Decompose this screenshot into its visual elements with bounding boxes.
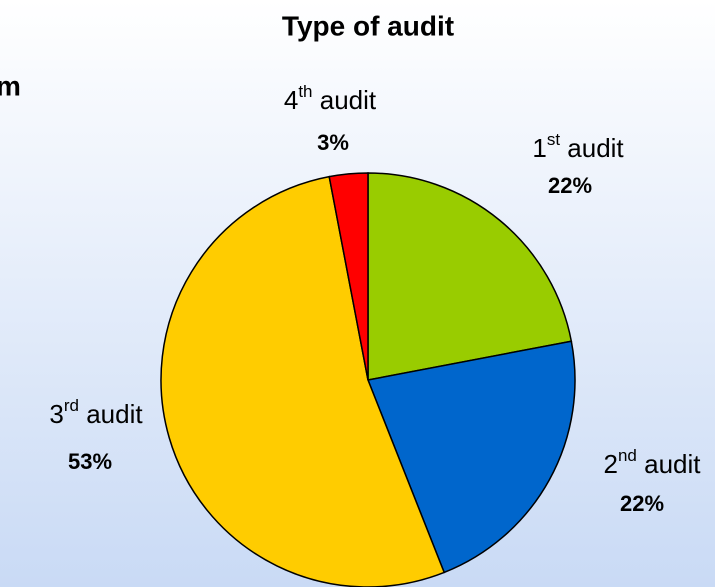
- slice-label: 1st audit: [532, 130, 624, 162]
- slice-value-label: 22%: [620, 491, 664, 516]
- slice-value-label: 53%: [68, 449, 112, 474]
- slice-label: 2nd audit: [604, 446, 702, 478]
- pie-slice: [328, 172, 369, 381]
- slice-value-label: 3%: [317, 130, 349, 155]
- text-fragment: m: [0, 70, 21, 101]
- slice-value-label: 22%: [548, 173, 592, 198]
- pie-slice: [366, 340, 576, 574]
- slice-label: 4th audit: [284, 82, 377, 114]
- pie-slice: [160, 175, 446, 587]
- pie: [160, 172, 576, 587]
- chart-title: Type of audit: [282, 10, 454, 41]
- pie-slice: [367, 172, 573, 381]
- slice-label: 3rd audit: [49, 396, 143, 428]
